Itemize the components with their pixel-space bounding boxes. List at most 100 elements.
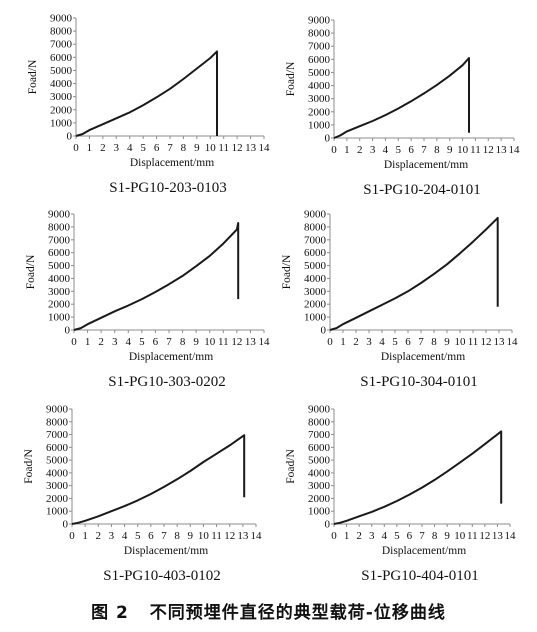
x-tick-label: 11	[218, 142, 229, 154]
panel-title: S1-PG10-304-0101	[360, 374, 478, 390]
x-tick-label: 4	[127, 142, 133, 154]
x-tick-label: 5	[392, 336, 398, 348]
x-tick-label: 0	[71, 336, 77, 348]
x-tick-label: 13	[492, 530, 504, 542]
load-displacement-curve	[71, 434, 246, 525]
x-tick-label: 13	[245, 336, 257, 348]
x-tick-label: 5	[394, 530, 400, 542]
x-tick-label: 8	[434, 144, 440, 156]
x-tick-label: 6	[153, 336, 159, 348]
y-tick-label: 9000	[48, 209, 71, 221]
y-tick-label: 5000	[46, 455, 69, 467]
x-tick-label: 14	[251, 530, 263, 542]
load-displacement-curve	[75, 50, 218, 137]
y-tick-label: 7000	[304, 234, 327, 246]
x-tick-label: 12	[232, 142, 243, 154]
y-tick-label: 6000	[308, 442, 331, 454]
x-tick-label: 8	[432, 530, 438, 542]
y-tick-label: 2000	[48, 299, 71, 311]
y-tick-label: 2000	[304, 299, 327, 311]
x-tick-label: 11	[467, 530, 478, 542]
y-tick-label: 7000	[46, 429, 69, 441]
y-tick-label: 5000	[308, 455, 331, 467]
y-tick-label: 9000	[46, 404, 69, 416]
x-tick-label: 7	[418, 336, 424, 348]
y-tick-label: 4000	[304, 273, 327, 285]
x-tick-label: 14	[509, 144, 521, 156]
y-tick-label: 8000	[46, 416, 69, 428]
x-tick-label: 4	[382, 530, 388, 542]
x-tick-label: 13	[496, 144, 508, 156]
y-tick-label: 8000	[308, 416, 331, 428]
x-tick-label: 8	[181, 142, 187, 154]
x-tick-label: 8	[431, 336, 437, 348]
y-axis-label: Foad/N	[23, 449, 35, 484]
x-tick-label: 4	[122, 530, 128, 542]
x-axis-label: Displacement/mm	[130, 157, 214, 169]
panel-title: S1-PG10-203-0103	[109, 180, 227, 196]
x-tick-label: 0	[69, 530, 75, 542]
y-tick-label: 6000	[48, 247, 71, 259]
load-displacement-curve	[333, 430, 503, 525]
x-axis-label: Displacement/mm	[129, 351, 213, 363]
y-tick-label: 6000	[304, 247, 327, 259]
x-tick-label: 5	[135, 530, 141, 542]
y-tick-label: 1000	[308, 119, 331, 131]
y-tick-label: 6000	[46, 442, 69, 454]
x-tick-label: 1	[344, 530, 350, 542]
x-tick-label: 13	[237, 530, 249, 542]
x-tick-label: 13	[245, 142, 257, 154]
figure-caption: 图 2 不同预埋件直径的典型载荷-位移曲线	[0, 598, 537, 623]
y-axis-label: Foad/N	[285, 449, 297, 484]
x-tick-label: 7	[166, 336, 172, 348]
x-tick-label: 14	[505, 530, 517, 542]
y-tick-label: 2000	[46, 493, 69, 505]
x-tick-label: 2	[357, 144, 363, 156]
y-tick-label: 9000	[308, 15, 331, 27]
x-tick-label: 3	[369, 530, 375, 542]
y-tick-label: 9000	[308, 404, 331, 416]
x-tick-label: 1	[85, 336, 91, 348]
x-tick-label: 12	[479, 530, 490, 542]
y-tick-label: 7000	[48, 234, 71, 246]
y-tick-label: 4000	[50, 78, 73, 90]
x-tick-label: 9	[188, 530, 194, 542]
y-tick-label: 5000	[304, 260, 327, 272]
x-tick-label: 1	[344, 144, 350, 156]
x-tick-label: 12	[224, 530, 235, 542]
x-tick-label: 14	[507, 336, 519, 348]
y-axis-label: Foad/N	[285, 61, 297, 96]
y-tick-label: 1000	[308, 506, 331, 518]
x-tick-label: 1	[82, 530, 88, 542]
x-axis-label: Displacement/mm	[384, 159, 468, 171]
x-tick-label: 10	[454, 530, 466, 542]
y-tick-label: 9000	[50, 13, 73, 25]
y-tick-label: 2000	[308, 493, 331, 505]
x-tick-label: 10	[205, 142, 217, 154]
x-tick-label: 7	[167, 142, 173, 154]
x-tick-label: 0	[327, 336, 333, 348]
y-tick-label: 8000	[48, 221, 71, 233]
y-tick-label: 4000	[308, 80, 331, 92]
load-displacement-curve	[333, 57, 470, 139]
x-tick-label: 2	[96, 530, 102, 542]
x-tick-label: 3	[114, 142, 120, 154]
x-tick-label: 12	[483, 144, 494, 156]
y-tick-label: 0	[67, 131, 73, 143]
panel-title: S1-PG10-404-0101	[361, 568, 479, 584]
y-tick-label: 0	[321, 325, 327, 337]
panel-title: S1-PG10-403-0102	[103, 568, 221, 584]
y-tick-label: 7000	[308, 429, 331, 441]
x-tick-label: 3	[112, 336, 118, 348]
x-tick-label: 10	[198, 530, 210, 542]
y-tick-label: 2000	[50, 104, 73, 116]
y-tick-label: 6000	[308, 54, 331, 66]
x-axis-label: Displacement/mm	[124, 545, 208, 557]
x-axis-label: Displacement/mm	[382, 545, 466, 557]
x-tick-label: 14	[259, 142, 271, 154]
y-tick-label: 4000	[48, 273, 71, 285]
